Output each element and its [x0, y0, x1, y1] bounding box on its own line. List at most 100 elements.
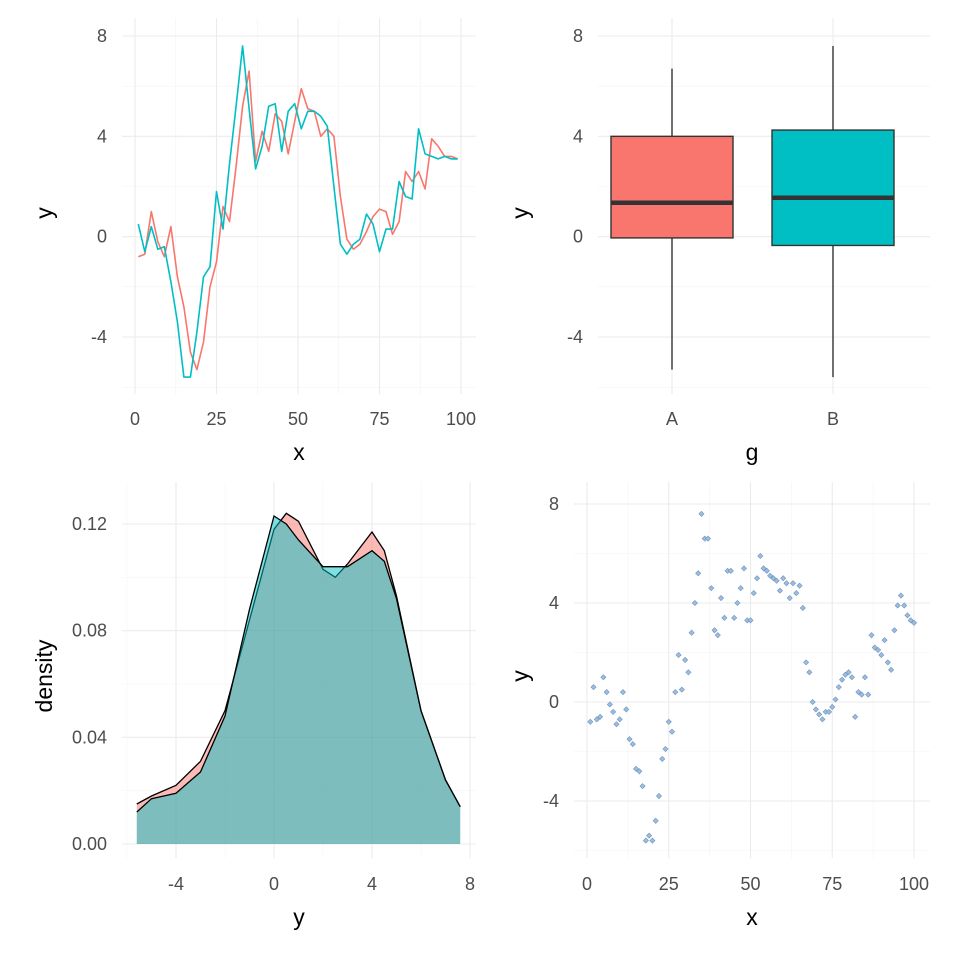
density-panel-areas [136, 512, 461, 844]
scatter-point [845, 669, 852, 676]
scatter-y-axis-title: y [507, 670, 533, 682]
box-body [771, 129, 895, 247]
scatter-point [868, 632, 875, 639]
density-x-tick-label: -4 [168, 874, 184, 894]
scatter-y-tick-label: 0 [549, 692, 559, 712]
line-x-tick-label: 25 [206, 409, 226, 429]
scatter-point [750, 590, 757, 597]
scatter-x-tick-label: 50 [740, 874, 760, 894]
scatter-point [659, 755, 666, 762]
density-y-axis-title: density [31, 639, 57, 712]
scatter-point [852, 713, 859, 720]
box-y-axis-title: y [507, 207, 533, 219]
scatter-point [714, 632, 721, 639]
scatter-point [825, 708, 833, 715]
line-y-tick-label: -4 [91, 327, 107, 347]
scatter-point [597, 713, 604, 720]
line-y-tick-label: 0 [97, 227, 107, 247]
scatter-point [780, 575, 787, 582]
density-area-b [136, 516, 461, 844]
scatter-panel-grid [574, 482, 930, 858]
scatter-point [639, 783, 646, 790]
scatter-panel: 0 25 50 75 100 -4 0 4 8 x y [507, 482, 930, 930]
scatter-point [623, 706, 630, 713]
scatter-x-tick-label: 75 [822, 874, 842, 894]
scatter-point [642, 837, 649, 844]
box-y-tick-label: 8 [573, 26, 583, 46]
scatter-point [881, 637, 888, 644]
density-x-tick-label: 4 [367, 874, 377, 894]
scatter-point [861, 674, 868, 681]
scatter-point [839, 676, 846, 683]
scatter-point [819, 716, 826, 723]
scatter-point [695, 570, 702, 577]
scatter-point [901, 602, 908, 609]
box-panel-boxes [610, 46, 895, 378]
scatter-point [610, 708, 617, 715]
scatter-point [757, 552, 764, 559]
scatter-point [626, 736, 633, 743]
scatter-point [760, 565, 767, 572]
scatter-point [668, 728, 676, 735]
scatter-point [678, 686, 685, 693]
scatter-point [812, 706, 819, 713]
scatter-point [606, 701, 613, 708]
line-x-tick-label: 0 [130, 409, 140, 429]
scatter-point [809, 698, 816, 706]
line-x-tick-label: 100 [446, 409, 476, 429]
line-y-axis-title: y [31, 207, 57, 219]
scatter-point [747, 617, 754, 624]
scatter-point [897, 592, 904, 599]
scatter-point [718, 595, 725, 602]
box-b [771, 46, 895, 378]
scatter-point [767, 572, 774, 579]
scatter-point [616, 716, 623, 723]
scatter-point [763, 567, 770, 574]
scatter-point [858, 691, 865, 698]
scatter-point [662, 746, 669, 753]
scatter-point [665, 718, 672, 725]
scatter-point [776, 587, 783, 594]
density-x-tick-label: 8 [465, 874, 475, 894]
scatter-point [704, 535, 712, 542]
line-y-tick-label: 4 [97, 126, 107, 146]
box-x-axis-title: g [746, 439, 759, 465]
box-y-tick-label: -4 [567, 327, 583, 347]
scatter-point [871, 644, 878, 651]
line-series-a [138, 70, 458, 371]
scatter-point [629, 741, 636, 748]
box-x-tick-label: B [827, 409, 839, 429]
box-body [610, 135, 734, 239]
density-y-tick-label: 0.04 [72, 727, 107, 747]
density-panel-x-ticks: -4 0 4 8 [168, 874, 475, 894]
line-panel-x-ticks: 0 25 50 75 100 [130, 409, 476, 429]
scatter-panel-points [587, 510, 918, 844]
box-x-tick-label: A [666, 409, 678, 429]
line-panel: 0 25 50 75 100 -4 0 4 8 x y [31, 18, 476, 465]
scatter-point [770, 575, 777, 582]
scatter-point [878, 651, 885, 658]
scatter-x-tick-label: 100 [899, 874, 929, 894]
scatter-point [649, 837, 656, 844]
density-outline-b [136, 514, 461, 813]
scatter-point [711, 627, 718, 634]
scatter-point [737, 585, 744, 592]
scatter-point [672, 689, 679, 696]
line-panel-y-ticks: -4 0 4 8 [91, 26, 107, 347]
scatter-y-tick-label: 4 [549, 593, 559, 613]
scatter-point [688, 629, 695, 636]
scatter-point [783, 580, 790, 587]
scatter-point [904, 612, 911, 619]
scatter-x-tick-label: 25 [659, 874, 679, 894]
scatter-y-tick-label: -4 [543, 791, 559, 811]
density-panel-y-ticks: 0.00 0.04 0.08 0.12 [72, 514, 107, 854]
scatter-point [855, 689, 862, 696]
scatter-point [734, 599, 741, 607]
density-y-tick-label: 0.08 [72, 621, 107, 641]
scatter-point [848, 674, 855, 681]
scatter-x-axis-title: x [746, 904, 758, 930]
line-x-axis-title: x [293, 439, 305, 465]
